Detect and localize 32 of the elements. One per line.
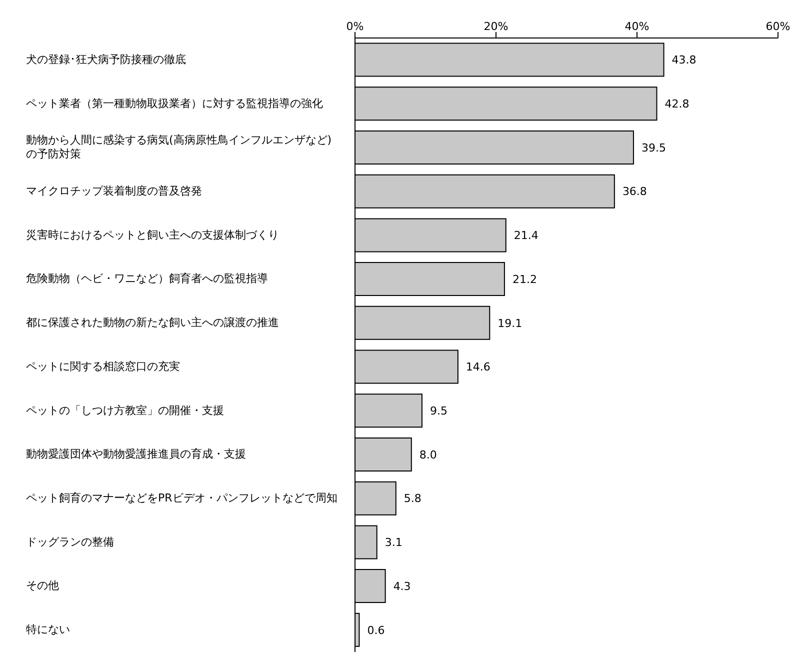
y-tick-label: 都に保護された動物の新たな飼い主への譲渡の推進 (26, 316, 279, 330)
x-tick-label: 40% (624, 20, 650, 33)
data-label: 9.5 (430, 404, 448, 418)
x-tick-label: 0% (346, 20, 364, 33)
data-label: 42.8 (664, 98, 690, 111)
y-tick-label: ペット飼育のマナーなどをPRビデオ・パンフレットなどで周知 (26, 492, 338, 505)
x-tick-label: 20% (484, 20, 508, 33)
data-label: 3.1 (384, 536, 402, 550)
y-tick-label: ドッグランの整備 (26, 535, 114, 548)
data-label: 8.0 (419, 448, 437, 462)
y-tick-label: ペットに関する相談窓口の充実 (26, 360, 180, 373)
data-label: 36.8 (622, 185, 647, 198)
data-label: 19.1 (498, 316, 522, 330)
y-tick-label: その他 (26, 579, 59, 592)
y-tick-label: マイクロチップ装着制度の普及啓発 (26, 184, 202, 198)
data-label: 5.8 (404, 492, 422, 506)
y-tick-label: 災害時におけるペットと飼い主への支援体制づくり (26, 228, 279, 242)
data-label: 39.5 (641, 141, 666, 154)
y-tick-label: 犬の登録･狂犬病予防接種の徹底 (26, 52, 186, 66)
data-label: 21.4 (514, 229, 538, 242)
data-label: 14.6 (466, 360, 490, 374)
y-tick-label: ペットの「しつけ方教室」の開催・支援 (26, 404, 224, 417)
y-tick-label: ペット業者（第一種動物取扱業者）に対する監視指導の強化 (26, 96, 323, 110)
y-tick-label: 危険動物（ヘビ・ワニなど）飼育者への監視指導 (26, 272, 268, 286)
y-tick-label: 特にない (26, 623, 70, 636)
data-label: 0.6 (367, 624, 385, 637)
y-tick-label: 動物愛護団体や動物愛護推進員の育成・支援 (26, 448, 246, 461)
data-label: 4.3 (393, 580, 411, 593)
data-label: 43.8 (672, 54, 696, 67)
x-tick-label: 60% (766, 20, 790, 33)
y-tick-label: 動物から人間に感染する病気(高病原性鳥インフルエンザなど)の予防対策 (26, 134, 332, 161)
data-label: 21.2 (512, 272, 537, 286)
